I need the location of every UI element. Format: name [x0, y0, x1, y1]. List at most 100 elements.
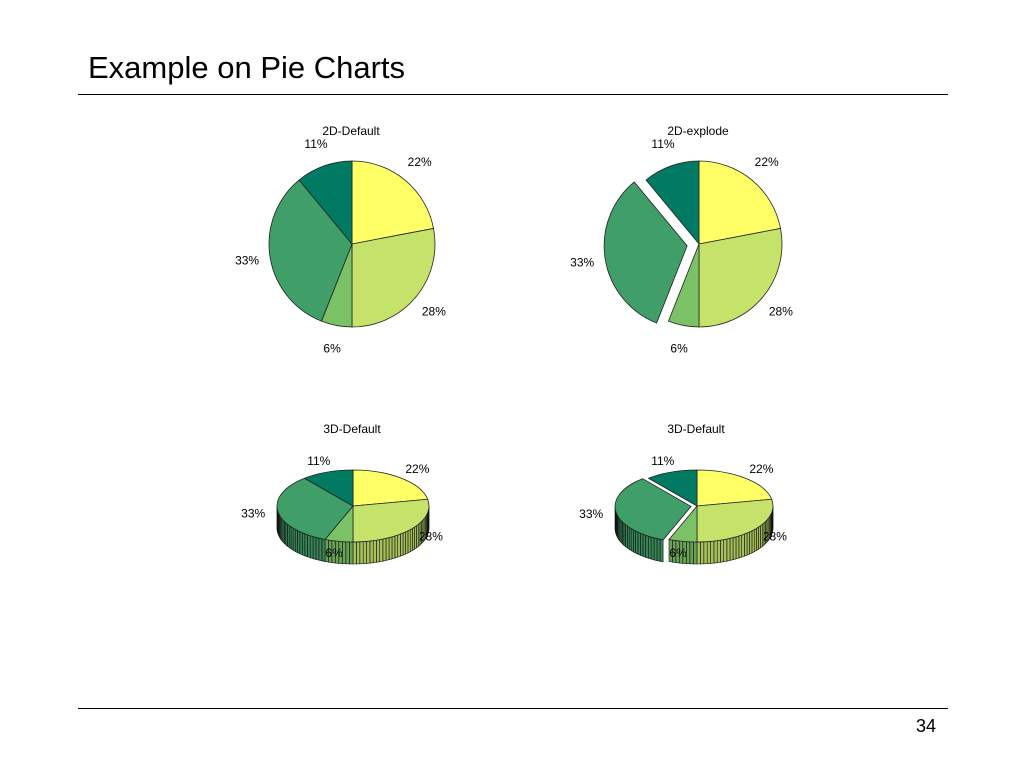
- pie-slice: [696, 498, 774, 543]
- pie-side-wall: [290, 526, 294, 551]
- slice-label: 11%: [304, 137, 327, 151]
- pie-side-wall: [391, 535, 396, 560]
- pie-slice: [276, 477, 354, 540]
- pie-slice: [352, 469, 429, 507]
- pie-side-wall: [312, 536, 317, 560]
- chart-title: 3D-Default: [323, 422, 381, 436]
- slice-label: 11%: [307, 454, 330, 468]
- pie-side-wall: [366, 540, 371, 564]
- pie-side-wall: [703, 541, 708, 565]
- pie-side-wall: [630, 528, 634, 553]
- pie-slice: [668, 504, 698, 543]
- pie-side-wall: [700, 541, 705, 565]
- pie-side-wall: [756, 526, 759, 551]
- slice-label: 33%: [570, 256, 594, 270]
- page-number: 34: [915, 716, 936, 736]
- pie-side-wall: [407, 529, 411, 554]
- slice-label: 33%: [241, 507, 265, 521]
- pie-side-wall: [400, 532, 404, 557]
- pie-side-wall: [642, 533, 646, 558]
- pie-side-wall: [385, 537, 390, 561]
- pie-side-wall: [369, 540, 374, 564]
- pie-side-wall: [753, 527, 757, 553]
- pie-side-wall: [297, 530, 301, 555]
- pie-side-wall: [685, 541, 691, 565]
- slice-label: 22%: [405, 462, 429, 476]
- pie-side-wall: [716, 539, 721, 564]
- pie-side-wall: [352, 541, 357, 565]
- pie-side-wall: [362, 541, 367, 564]
- pie-side-wall: [315, 537, 320, 561]
- pie-side-wall: [723, 538, 728, 563]
- pie-chart-3: 3D-Default 22% 28% 6% 33% 11%: [241, 422, 443, 565]
- slice-label: 28%: [769, 305, 793, 319]
- pie-side-wall: [635, 530, 639, 555]
- pie-slice: [645, 160, 700, 246]
- slice-label: 6%: [670, 341, 688, 355]
- pie-side-wall: [372, 539, 377, 564]
- pie-side-wall: [301, 532, 306, 557]
- pie-side-wall: [318, 537, 323, 562]
- pie-side-wall: [746, 531, 750, 556]
- pie-side-wall: [409, 527, 413, 553]
- slice-label: 6%: [669, 546, 687, 560]
- pie-side-wall: [356, 541, 361, 565]
- pie-side-wall: [402, 531, 406, 556]
- pie-side-wall: [397, 533, 401, 558]
- slice-label: 28%: [419, 530, 443, 544]
- footer-divider: [78, 708, 948, 709]
- pie-side-wall: [294, 528, 298, 554]
- pie-side-wall: [388, 536, 393, 561]
- pie-side-wall: [647, 535, 652, 560]
- pie-side-wall: [292, 527, 296, 552]
- pie-side-wall: [349, 541, 354, 565]
- slice-label: 6%: [323, 341, 341, 355]
- slice-label: 11%: [651, 454, 674, 468]
- pie-side-wall: [359, 541, 364, 565]
- pie-side-wall: [405, 530, 409, 555]
- slice-label: 6%: [325, 546, 343, 560]
- slide-title: Example on Pie Charts: [88, 50, 406, 85]
- slice-label: 11%: [651, 137, 674, 151]
- pie-slice: [303, 469, 354, 507]
- pie-chart-4: 3D-Default 22% 28% 6% 33% 11%: [579, 422, 787, 565]
- pie-side-wall: [659, 538, 664, 563]
- pie-side-wall: [376, 539, 380, 563]
- pie-slice: [696, 469, 773, 507]
- pie-side-wall: [656, 538, 661, 562]
- pie-side-wall: [345, 541, 350, 565]
- pie-side-wall: [713, 540, 718, 564]
- pie-side-wall: [738, 534, 742, 559]
- slice-label: 33%: [235, 254, 259, 268]
- pie-slice: [351, 227, 436, 328]
- pie-side-wall: [749, 530, 753, 555]
- pie-side-wall: [633, 529, 636, 554]
- pie-side-wall: [394, 534, 398, 559]
- chart-title: 2D-explode: [667, 124, 729, 138]
- pie-slice: [698, 227, 783, 328]
- chart-title: 3D-Default: [667, 422, 725, 436]
- pie-side-wall: [379, 538, 384, 563]
- pie-side-wall: [412, 526, 415, 551]
- slice-label: 28%: [422, 305, 446, 319]
- pie-slice: [698, 160, 781, 245]
- pie-side-wall: [637, 531, 641, 556]
- pie-side-wall: [729, 537, 734, 561]
- pie-side-wall: [744, 532, 748, 557]
- pie-side-wall: [726, 538, 731, 562]
- pie-side-wall: [689, 541, 694, 565]
- pie-side-wall: [710, 540, 715, 564]
- pie-slice: [603, 181, 688, 324]
- pie-side-wall: [693, 541, 698, 565]
- pie-side-wall: [341, 541, 347, 565]
- pie-side-wall: [696, 541, 701, 565]
- chart-title: 2D-Default: [322, 124, 380, 138]
- pie-side-wall: [640, 532, 644, 557]
- pie-slice: [667, 243, 700, 328]
- pie-side-wall: [653, 537, 658, 562]
- pie-side-wall: [628, 526, 632, 552]
- slice-label: 22%: [755, 155, 779, 169]
- pie-side-wall: [309, 535, 314, 560]
- pie-side-wall: [645, 534, 649, 559]
